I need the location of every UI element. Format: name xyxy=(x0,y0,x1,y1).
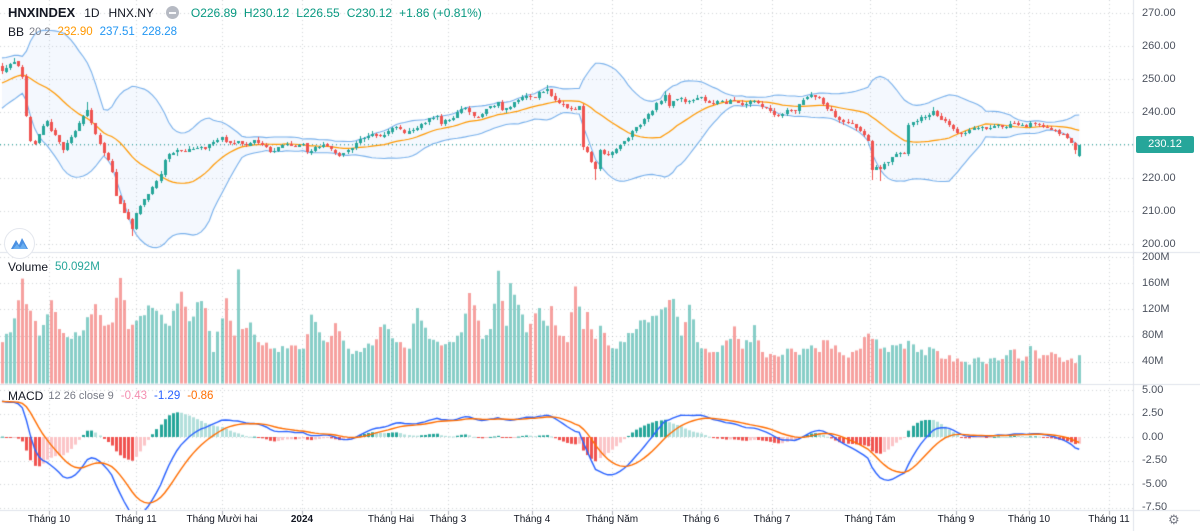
time-axis-month-label: Tháng Mười hai xyxy=(186,514,258,525)
macd-indicator-legend[interactable]: MACD 12 26 close 9 -0.43 -1.29 -0.86 xyxy=(8,389,220,403)
time-axis-month-label: Tháng 11 xyxy=(115,514,157,525)
macd-tick-label: -7.50 xyxy=(1142,501,1168,513)
symbol-legend: HNXINDEX 1D HNX.NY O226.89 H230.12 L226.55… xyxy=(8,5,482,20)
macd-tick-label: -2.50 xyxy=(1142,454,1168,466)
macd-tick-label: 2.50 xyxy=(1142,407,1164,419)
delayed-data-icon[interactable] xyxy=(165,6,179,19)
bb-basis-value: 232.90 xyxy=(57,26,93,38)
time-axis-month-label: Tháng 11 xyxy=(1088,514,1130,525)
volume-tick-label: 160M xyxy=(1142,276,1170,289)
price-tick-label: 200.00 xyxy=(1142,237,1176,250)
time-axis-month-label: Tháng Năm xyxy=(585,514,639,525)
time-axis-month-label: Tháng 10 xyxy=(27,514,71,525)
time-axis-month-label: Tháng 4 xyxy=(513,514,551,525)
ohlc-h-value: H230.12 xyxy=(243,5,290,20)
bb-upper-value: 237.51 xyxy=(99,26,135,38)
macd-name: MACD xyxy=(8,389,44,403)
ohlc-c-value: C230.12 xyxy=(346,5,393,20)
exchange-logo-watermark[interactable] xyxy=(4,228,35,259)
time-axis-month-label: Tháng Tám xyxy=(844,514,896,525)
volume-indicator-legend[interactable]: Volume 50.092M xyxy=(8,260,107,274)
macd-tick-label: -5.00 xyxy=(1142,477,1168,490)
price-tick-label: 270.00 xyxy=(1142,6,1176,19)
bb-name: BB xyxy=(8,25,25,39)
last-price-badge: 230.12 xyxy=(1136,136,1194,153)
macd-signal-value: -0.86 xyxy=(187,390,214,402)
volume-tick-label: 120M xyxy=(1142,302,1170,315)
time-axis-month-label: Tháng 3 xyxy=(429,514,467,525)
time-axis-month-label: Tháng 7 xyxy=(753,514,791,525)
price-tick-label: 210.00 xyxy=(1142,204,1176,217)
interval-selector[interactable]: 1D xyxy=(84,5,100,20)
price-tick-label: 260.00 xyxy=(1142,39,1176,52)
price-axis[interactable]: 230.12 270.00 260.00 250.00 240.00 220.00 210… xyxy=(1134,0,1200,513)
time-axis-month-label: Tháng Hai xyxy=(367,514,415,525)
ohlc-o-value: O226.89 xyxy=(190,5,237,20)
macd-line-value: -1.29 xyxy=(154,390,181,402)
time-axis-month-label: 2024 xyxy=(290,514,314,525)
exchange-name[interactable]: HNX.NY xyxy=(108,5,154,20)
price-change-value: +1.86 (+0.81%) xyxy=(399,5,482,20)
symbol-name[interactable]: HNXINDEX xyxy=(8,5,76,20)
time-axis[interactable]: ⚙ Tháng 10 Tháng 11 Tháng Mười hai 2024 Thán… xyxy=(0,511,1200,531)
time-axis-month-label: Tháng 6 xyxy=(682,514,720,525)
time-axis-settings-gear-icon[interactable]: ⚙ xyxy=(1168,512,1180,527)
ohlc-l-value: L226.55 xyxy=(296,5,340,20)
macd-params: 12 26 close 9 xyxy=(48,390,114,402)
volume-tick-label: 40M xyxy=(1142,355,1164,368)
price-tick-label: 250.00 xyxy=(1142,72,1176,85)
ohlc-values: O226.89 H230.12 L226.55 C230.12 +1.86 (+0.81… xyxy=(191,6,482,20)
bb-lower-value: 228.28 xyxy=(141,26,177,38)
bb-params: 20 2 xyxy=(29,26,51,38)
time-axis-month-label: Tháng 9 xyxy=(937,514,975,525)
time-axis-month-label: Tháng 10 xyxy=(1007,514,1051,525)
mountain-logo-icon xyxy=(11,237,28,249)
price-tick-label: 240.00 xyxy=(1142,105,1176,118)
macd-tick-label: 0.00 xyxy=(1142,430,1164,443)
volume-tick-label: 80M xyxy=(1142,329,1164,342)
volume-value: 50.092M xyxy=(55,261,100,273)
volume-name: Volume xyxy=(8,260,49,274)
price-tick-label: 220.00 xyxy=(1142,171,1176,184)
macd-tick-label: 5.00 xyxy=(1142,383,1164,396)
volume-tick-label: 200M xyxy=(1142,250,1170,263)
bb-indicator-legend[interactable]: BB 20 2 232.90 237.51 228.28 xyxy=(8,25,184,39)
macd-hist-value: -0.43 xyxy=(120,390,147,402)
